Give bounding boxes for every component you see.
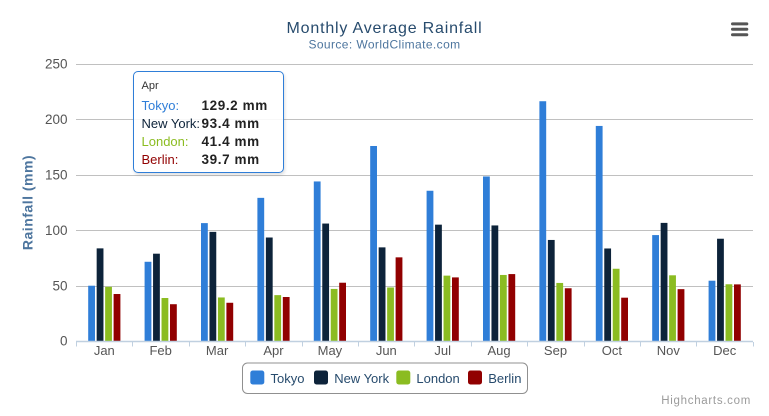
svg-text:Jul: Jul: [434, 343, 451, 358]
svg-text:Dec: Dec: [713, 343, 737, 358]
svg-text:Nov: Nov: [657, 343, 681, 358]
svg-text:Mar: Mar: [206, 343, 229, 358]
svg-text:Source: WorldClimate.com: Source: WorldClimate.com: [308, 37, 460, 51]
svg-text:Rainfall (mm): Rainfall (mm): [20, 155, 36, 250]
svg-text:150: 150: [45, 168, 68, 183]
svg-text:100: 100: [45, 223, 68, 238]
svg-text:Feb: Feb: [149, 343, 171, 358]
svg-text:Jun: Jun: [376, 343, 397, 358]
svg-text:May: May: [318, 343, 343, 358]
svg-text:Highcharts.com: Highcharts.com: [661, 395, 751, 407]
svg-text:Sep: Sep: [544, 343, 567, 358]
svg-text:250: 250: [45, 57, 68, 72]
svg-text:New York: New York: [334, 371, 389, 386]
svg-text:Aug: Aug: [488, 343, 511, 358]
svg-text:Jan: Jan: [94, 343, 115, 358]
svg-text:50: 50: [52, 278, 67, 293]
svg-text:0: 0: [60, 334, 68, 349]
svg-text:Berlin: Berlin: [488, 371, 521, 386]
svg-text:Oct: Oct: [602, 343, 623, 358]
svg-text:Monthly Average Rainfall: Monthly Average Rainfall: [287, 20, 483, 37]
svg-text:London: London: [416, 371, 459, 386]
svg-text:Tokyo: Tokyo: [271, 371, 305, 386]
svg-text:Apr: Apr: [263, 343, 284, 358]
svg-text:200: 200: [45, 112, 68, 127]
